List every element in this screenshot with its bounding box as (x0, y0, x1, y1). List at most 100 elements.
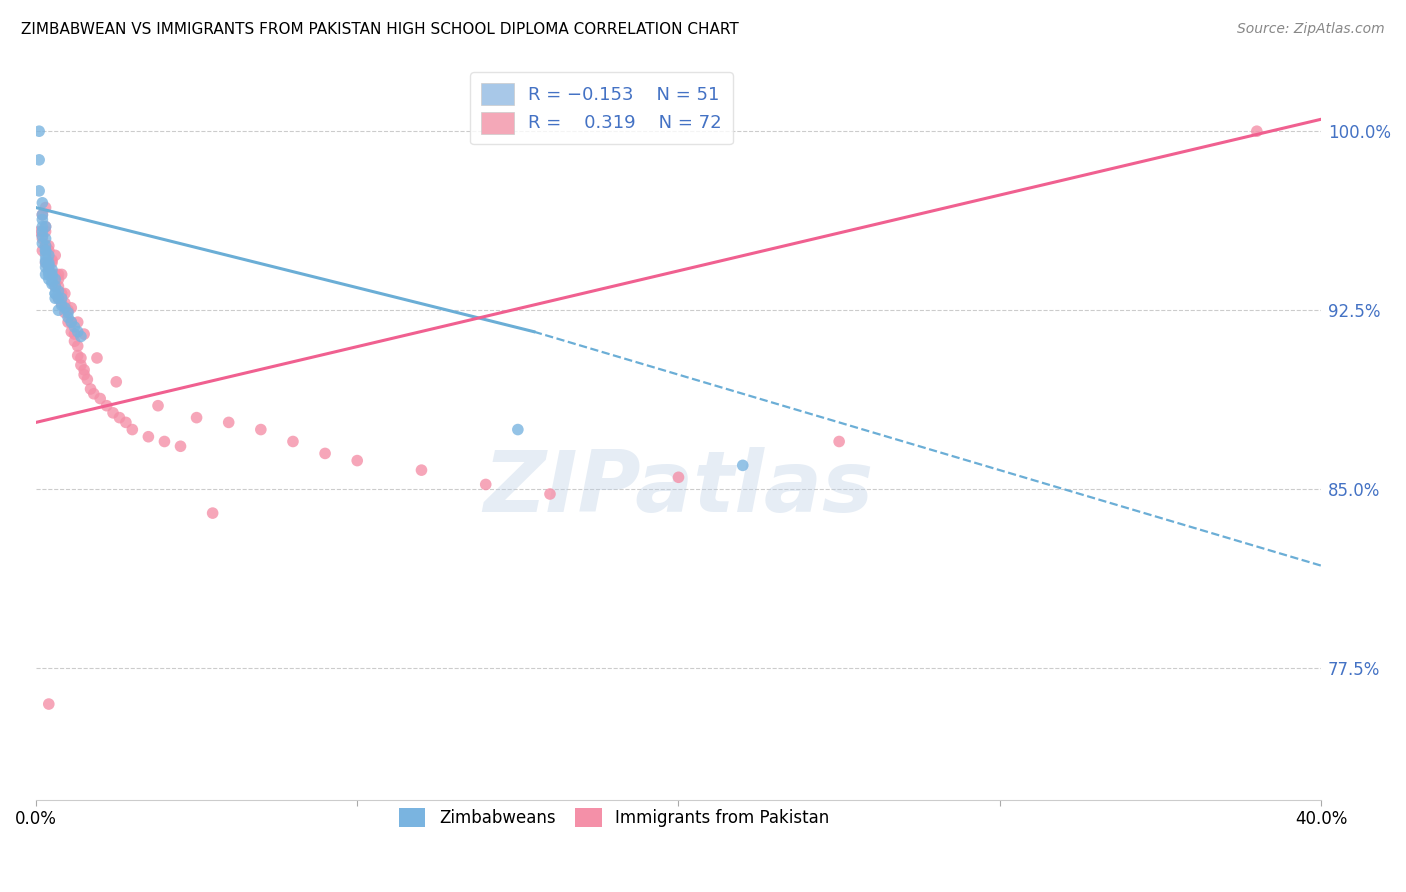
Point (34, 219, 56, 234)
Point (28, 224, 51, 238)
Point (73, 363, 96, 377)
Point (41, 275, 63, 289)
Point (44, 268, 66, 282)
Point (53, 305, 76, 319)
Point (41, 255, 63, 269)
Point (668, 470, 690, 484)
Point (34, 239, 56, 253)
Point (96, 399, 118, 413)
Point (346, 453, 368, 467)
Point (66, 349, 89, 363)
Point (86, 351, 108, 365)
Point (56, 303, 79, 318)
Point (31, 195, 53, 210)
Point (38, 248, 60, 262)
Point (48, 272, 70, 286)
Point (38, 239, 60, 253)
Point (76, 372, 98, 386)
Point (70, 351, 93, 365)
Point (506, 423, 529, 437)
Point (34, 239, 56, 253)
Point (34, 253, 56, 268)
Point (34, 224, 56, 238)
Point (48, 303, 70, 318)
Point (63, 320, 86, 334)
Point (828, 434, 851, 449)
Point (34, 219, 56, 234)
Point (60, 301, 83, 315)
Point (66, 325, 89, 339)
Point (34, 248, 56, 262)
Point (31, 236, 53, 251)
Point (41, 277, 63, 291)
Point (34, 232, 56, 246)
Point (115, 416, 138, 430)
Point (731, 458, 754, 473)
Point (34, 260, 56, 275)
Point (108, 410, 131, 425)
Point (34, 244, 56, 258)
Point (1246, 124, 1268, 138)
Point (44, 248, 66, 262)
Point (48, 291, 70, 305)
Point (73, 368, 96, 382)
Point (51, 268, 73, 282)
Point (186, 410, 208, 425)
Point (51, 296, 73, 310)
Point (41, 269, 63, 284)
Point (60, 325, 83, 339)
Point (44, 291, 66, 305)
Point (89, 392, 111, 406)
Point (79, 382, 101, 396)
Point (63, 327, 86, 342)
Point (44, 286, 66, 301)
Point (56, 310, 79, 325)
Point (101, 406, 124, 420)
Point (31, 224, 53, 238)
Point (38, 265, 60, 279)
Point (34, 255, 56, 269)
Point (60, 315, 83, 329)
Point (121, 423, 143, 437)
Point (53, 301, 76, 315)
Point (169, 439, 191, 453)
Point (56, 315, 79, 329)
Point (34, 255, 56, 269)
Point (48, 291, 70, 305)
Point (201, 506, 224, 520)
Point (51, 286, 73, 301)
Point (48, 284, 70, 298)
Point (34, 244, 56, 258)
Point (138, 430, 160, 444)
Point (56, 305, 79, 319)
Point (250, 423, 273, 437)
Legend: Zimbabweans, Immigrants from Pakistan: Zimbabweans, Immigrants from Pakistan (391, 799, 838, 836)
Point (41, 268, 63, 282)
Point (53, 286, 76, 301)
Point (44, 272, 66, 286)
Point (31, 208, 53, 222)
Point (34, 201, 56, 215)
Point (28, 124, 51, 138)
Point (218, 416, 240, 430)
Point (53, 296, 76, 310)
Point (51, 291, 73, 305)
Point (66, 315, 89, 329)
Point (28, 184, 51, 198)
Point (38, 244, 60, 258)
Point (31, 229, 53, 244)
Point (44, 279, 66, 293)
Point (73, 327, 96, 342)
Point (41, 253, 63, 268)
Point (38, 268, 60, 282)
Text: ZIPatlas: ZIPatlas (484, 447, 873, 530)
Point (66, 339, 89, 353)
Point (48, 279, 70, 293)
Point (38, 262, 60, 277)
Text: ZIMBABWEAN VS IMMIGRANTS FROM PAKISTAN HIGH SCHOOL DIPLOMA CORRELATION CHART: ZIMBABWEAN VS IMMIGRANTS FROM PAKISTAN H… (21, 22, 738, 37)
Point (44, 279, 66, 293)
Point (44, 286, 66, 301)
Point (38, 272, 60, 286)
Point (31, 219, 53, 234)
Text: Source: ZipAtlas.com: Source: ZipAtlas.com (1237, 22, 1385, 37)
